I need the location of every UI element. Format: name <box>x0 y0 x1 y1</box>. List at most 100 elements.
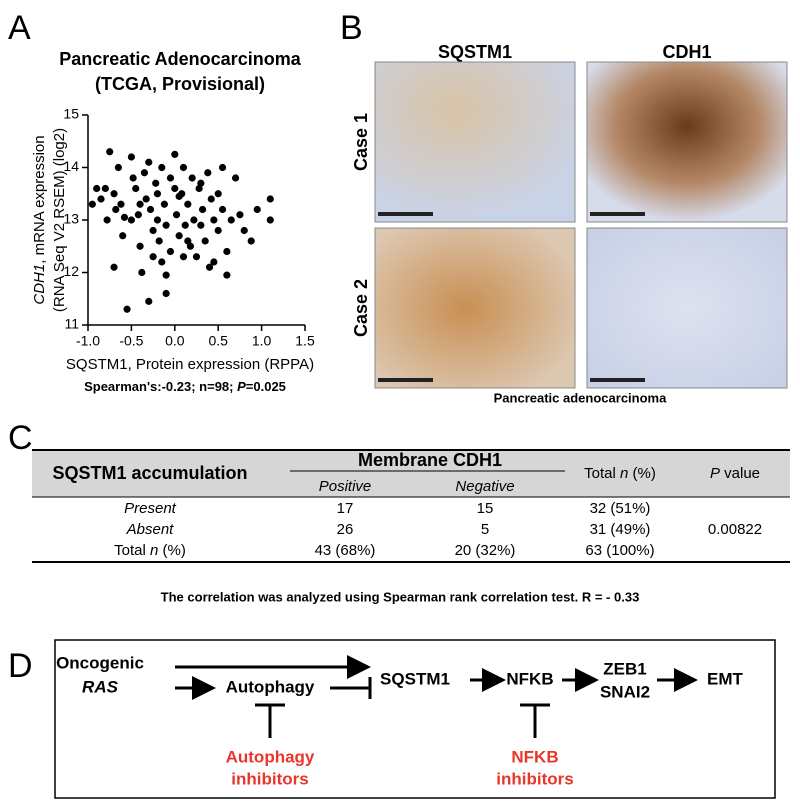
point <box>127 216 135 224</box>
cell-part: n <box>150 542 158 559</box>
point <box>214 190 222 198</box>
table-cell: 43 (68%) <box>315 542 376 559</box>
point <box>112 205 120 214</box>
scale-bar <box>378 378 433 382</box>
point <box>188 174 196 182</box>
point <box>132 184 140 193</box>
diagram-box <box>54 639 776 799</box>
point <box>134 211 142 219</box>
point <box>210 216 218 224</box>
x-tick-label: 0.5 <box>208 333 228 349</box>
point <box>192 253 201 261</box>
point <box>149 253 157 261</box>
header-part: n <box>620 465 628 482</box>
point <box>204 169 212 177</box>
image-row-title: Case 1 <box>351 113 371 171</box>
x-tick-label: 1.5 <box>295 333 315 349</box>
scale-bar <box>378 212 433 216</box>
point <box>136 200 144 208</box>
diagram-node: SNAI2 <box>600 682 650 701</box>
header-part: Total <box>584 465 620 482</box>
point <box>166 174 175 182</box>
diagram-node: EMT <box>707 669 744 688</box>
point <box>117 200 125 208</box>
point <box>145 297 153 305</box>
table-cell: 31 (49%) <box>590 521 651 538</box>
point <box>129 174 137 182</box>
point <box>103 216 111 224</box>
micrographs <box>374 61 788 389</box>
table-cell: Present <box>124 500 177 517</box>
cell-part: (%) <box>158 542 186 559</box>
point <box>120 213 129 221</box>
header-part: P <box>710 465 720 482</box>
point <box>171 184 179 193</box>
cell-part: Total <box>114 542 150 559</box>
x-tick-label: -1.0 <box>76 333 100 349</box>
point <box>172 211 181 219</box>
table-cell: 17 <box>337 500 354 517</box>
point <box>119 232 127 240</box>
point <box>153 190 162 198</box>
point <box>231 174 240 182</box>
point <box>146 205 155 214</box>
image-column-title: CDH1 <box>662 42 711 62</box>
point <box>93 184 101 193</box>
point <box>184 237 192 245</box>
scale-bar <box>590 378 645 382</box>
x-tick-label: 0.0 <box>165 333 185 349</box>
point <box>153 216 162 224</box>
diagram-node: Autophagy <box>226 677 315 696</box>
point <box>266 216 274 224</box>
header-part: value <box>720 465 760 482</box>
point <box>106 148 114 156</box>
point <box>138 268 146 277</box>
micrograph <box>374 61 576 223</box>
point <box>160 200 168 208</box>
point <box>181 221 189 229</box>
image-row-title: Case 2 <box>351 279 371 337</box>
point <box>123 305 131 313</box>
diagram-node: Oncogenic <box>56 653 144 672</box>
point <box>205 263 214 271</box>
point <box>162 271 170 279</box>
point <box>142 195 150 203</box>
point <box>171 150 179 158</box>
y-tick-label: 11 <box>64 316 79 332</box>
point <box>266 195 274 203</box>
point <box>162 289 170 298</box>
header-part: (%) <box>628 465 656 482</box>
annotation-part: P <box>237 379 246 394</box>
point <box>127 153 135 161</box>
point <box>110 263 118 271</box>
diagram-node: RAS <box>82 677 119 696</box>
point <box>166 247 175 256</box>
point <box>145 158 153 166</box>
y-tick-label: 15 <box>63 106 79 122</box>
table-cell: Absent <box>126 521 175 538</box>
note: The correlation was analyzed using Spear… <box>161 589 640 604</box>
point <box>227 216 235 224</box>
diagram-node: NFKB <box>506 669 553 688</box>
panel-label: A <box>8 9 31 47</box>
point <box>175 232 183 240</box>
diagram-node: SQSTM1 <box>380 669 450 688</box>
point <box>110 190 118 198</box>
panel-label: D <box>8 647 33 685</box>
point <box>97 195 105 203</box>
point <box>236 211 244 219</box>
diagram-arrows <box>175 655 698 738</box>
table-subheader: Positive <box>319 478 372 495</box>
point <box>140 169 149 177</box>
panel-label: B <box>340 9 363 47</box>
point <box>136 242 144 250</box>
y-tick-label: 14 <box>63 158 79 174</box>
table-header: P value <box>710 465 760 482</box>
table-cell: 20 (32%) <box>455 542 516 559</box>
inhibitor-label: NFKB <box>511 747 558 766</box>
y-axis-label: CDH1, mRNA expression <box>31 135 48 304</box>
table-cell: 63 (100%) <box>585 542 654 559</box>
x-tick-label: 1.0 <box>252 333 272 349</box>
point <box>158 258 166 266</box>
